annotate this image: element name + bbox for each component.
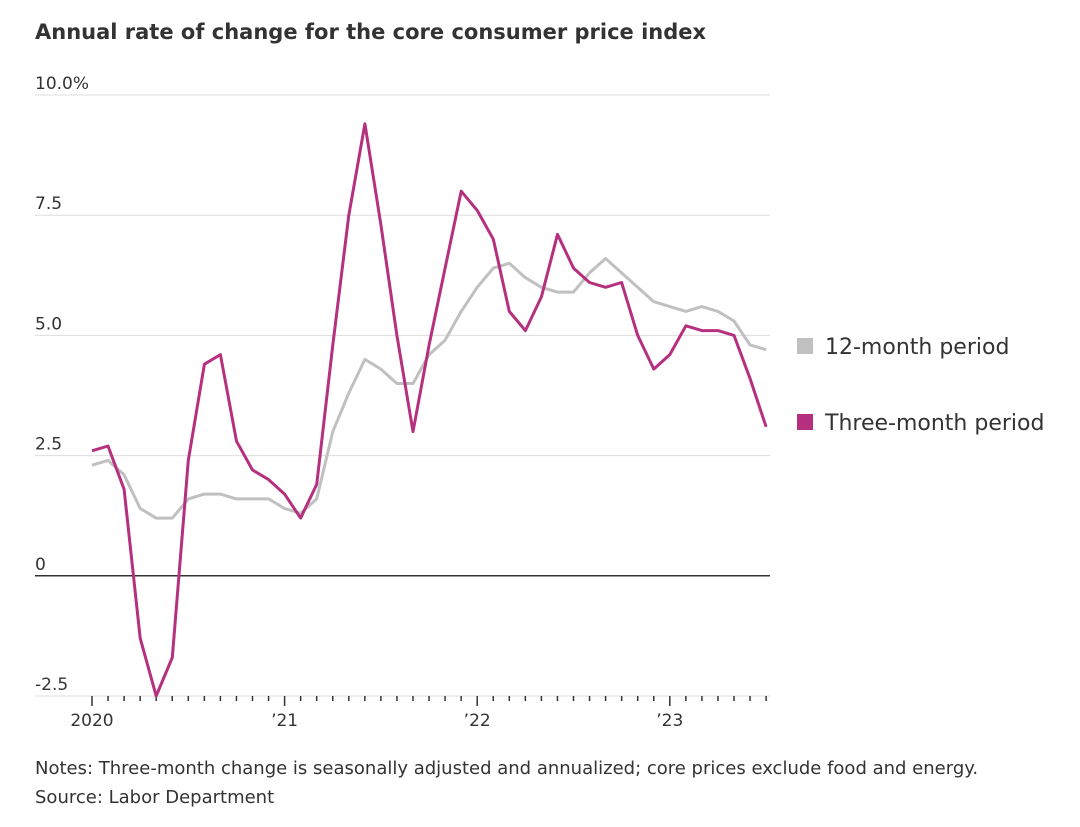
x-tick-label: ’21 <box>271 711 298 731</box>
legend-label: Three-month period <box>824 411 1044 436</box>
series-line <box>91 122 768 698</box>
y-tick-label: -2.5 <box>35 675 68 695</box>
y-tick-label: 2.5 <box>35 435 62 455</box>
x-tick-label: ’23 <box>656 711 683 731</box>
y-tick-label: 10.0% <box>35 74 89 94</box>
chart-title: Annual rate of change for the core consu… <box>35 20 707 44</box>
source: Source: Labor Department <box>35 787 274 808</box>
legend-label: 12-month period <box>825 335 1009 360</box>
x-tick-label: ’22 <box>464 711 491 731</box>
y-tick-label: 7.5 <box>35 194 62 214</box>
x-tick-label: 2020 <box>70 711 113 731</box>
legend-swatch <box>797 414 813 430</box>
notes: Notes: Three-month change is seasonally … <box>35 758 978 779</box>
y-tick-label: 0 <box>35 555 46 575</box>
legend-swatch <box>797 338 813 354</box>
series-line <box>91 257 767 520</box>
y-tick-label: 5.0 <box>35 314 62 334</box>
